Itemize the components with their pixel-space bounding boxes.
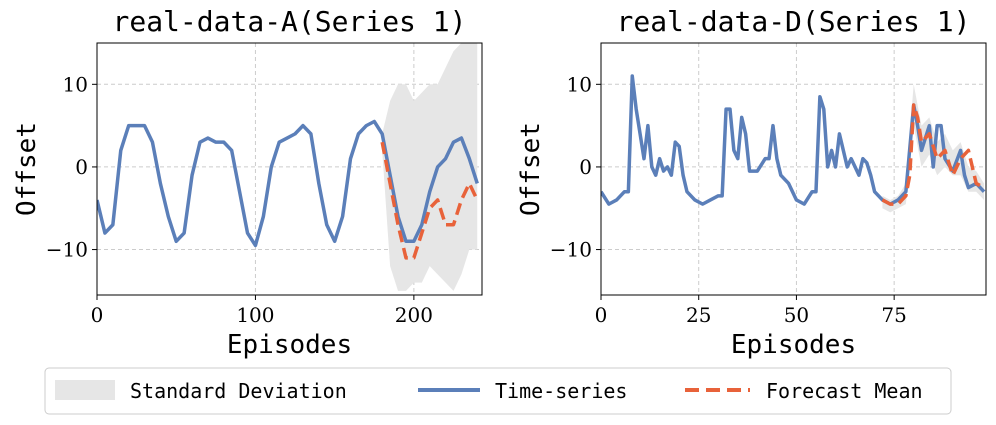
axes-frame: [96, 42, 483, 296]
x-tick-label: 200: [395, 303, 433, 327]
axes-frame: [600, 42, 987, 296]
x-tick-label: 0: [91, 303, 104, 327]
x-tick-label: 0: [595, 303, 608, 327]
chart-title: real-data-A(Series 1): [112, 5, 466, 38]
std-band: [382, 43, 478, 291]
x-tick-label: 75: [881, 303, 906, 327]
x-axis-label: Episodes: [227, 330, 352, 360]
y-axis-label: Offset: [12, 122, 42, 216]
plot-area: [97, 43, 479, 291]
legend-label: Standard Deviation: [130, 379, 347, 403]
y-tick-label: −10: [46, 238, 88, 262]
legend-label: Forecast Mean: [766, 379, 923, 403]
chart-title: real-data-D(Series 1): [616, 5, 970, 38]
series-line: [881, 103, 985, 206]
y-axis-label: Offset: [516, 122, 546, 216]
subplot: −10 0 10 0 25 50 75 real-data-D(Series 1) Episod…: [516, 5, 987, 360]
series-line: [97, 119, 479, 248]
x-tick-label: 25: [686, 303, 711, 327]
legend-patch: [55, 380, 115, 400]
legend-label: Time-series: [495, 379, 627, 403]
y-tick-label: −10: [550, 238, 592, 262]
series-line: [601, 74, 986, 206]
x-axis-label: Episodes: [731, 330, 856, 360]
plot-area: [601, 74, 986, 213]
y-tick-label: 0: [579, 155, 592, 179]
y-tick-label: 10: [63, 72, 88, 96]
x-tick-label: 100: [236, 303, 274, 327]
legend-box: [44, 367, 952, 415]
y-tick-label: 10: [567, 72, 592, 96]
x-tick-label: 50: [784, 303, 809, 327]
y-tick-label: 0: [75, 155, 88, 179]
